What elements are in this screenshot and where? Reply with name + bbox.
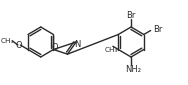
Text: O: O (15, 40, 22, 49)
Text: Br: Br (153, 25, 162, 34)
Text: Br: Br (126, 11, 136, 19)
Text: CH₃: CH₃ (1, 38, 14, 44)
Text: CH₃: CH₃ (104, 47, 118, 53)
Text: N: N (74, 40, 81, 49)
Text: NH₂: NH₂ (125, 65, 141, 74)
Text: O: O (52, 42, 58, 52)
